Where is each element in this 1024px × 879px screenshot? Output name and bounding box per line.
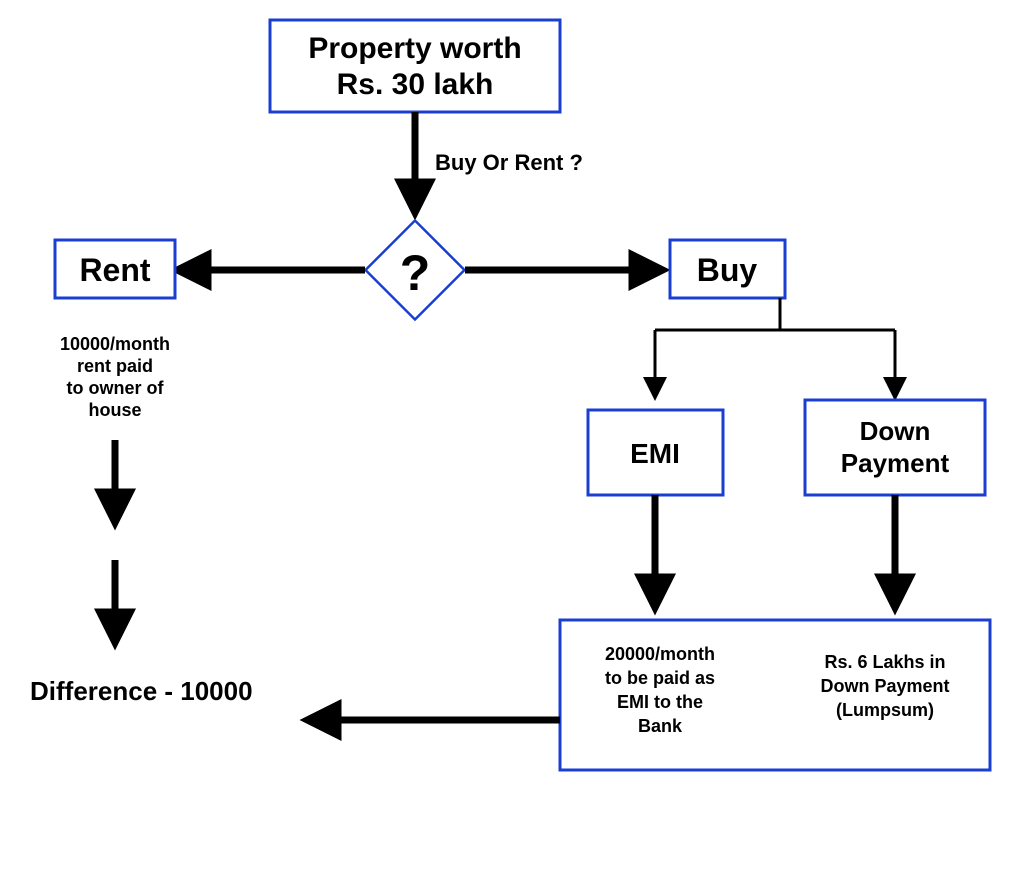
rent-description: 10000/month rent paid to owner of house [60, 334, 170, 420]
svg-text:(Lumpsum): (Lumpsum) [836, 700, 934, 720]
svg-text:rent paid: rent paid [77, 356, 153, 376]
svg-text:10000/month: 10000/month [60, 334, 170, 354]
buy-split [655, 298, 895, 395]
svg-text:to be paid as: to be paid as [605, 668, 715, 688]
dp-line2: Payment [841, 448, 950, 478]
svg-text:to owner of: to owner of [67, 378, 165, 398]
dp-line1: Down [860, 416, 931, 446]
rent-label: Rent [79, 252, 150, 288]
dp-description: Rs. 6 Lakhs in Down Payment (Lumpsum) [820, 652, 949, 720]
decision-diamond: ? [366, 221, 465, 320]
flowchart-canvas: Property worth Rs. 30 lakh Buy Or Rent ?… [0, 0, 1024, 879]
question-mark-icon: ? [400, 245, 431, 301]
svg-text:house: house [88, 400, 141, 420]
svg-text:Bank: Bank [638, 716, 683, 736]
emi-label: EMI [630, 438, 680, 469]
property-line2: Rs. 30 lakh [337, 68, 494, 101]
svg-text:20000/month: 20000/month [605, 644, 715, 664]
buy-label: Buy [697, 252, 758, 288]
difference-label: Difference - 10000 [30, 676, 253, 706]
svg-text:Down Payment: Down Payment [820, 676, 949, 696]
svg-text:EMI to the: EMI to the [617, 692, 703, 712]
property-line1: Property worth [308, 32, 521, 65]
svg-text:Rs. 6 Lakhs in: Rs. 6 Lakhs in [824, 652, 945, 672]
decision-edge-label: Buy Or Rent ? [435, 150, 583, 175]
